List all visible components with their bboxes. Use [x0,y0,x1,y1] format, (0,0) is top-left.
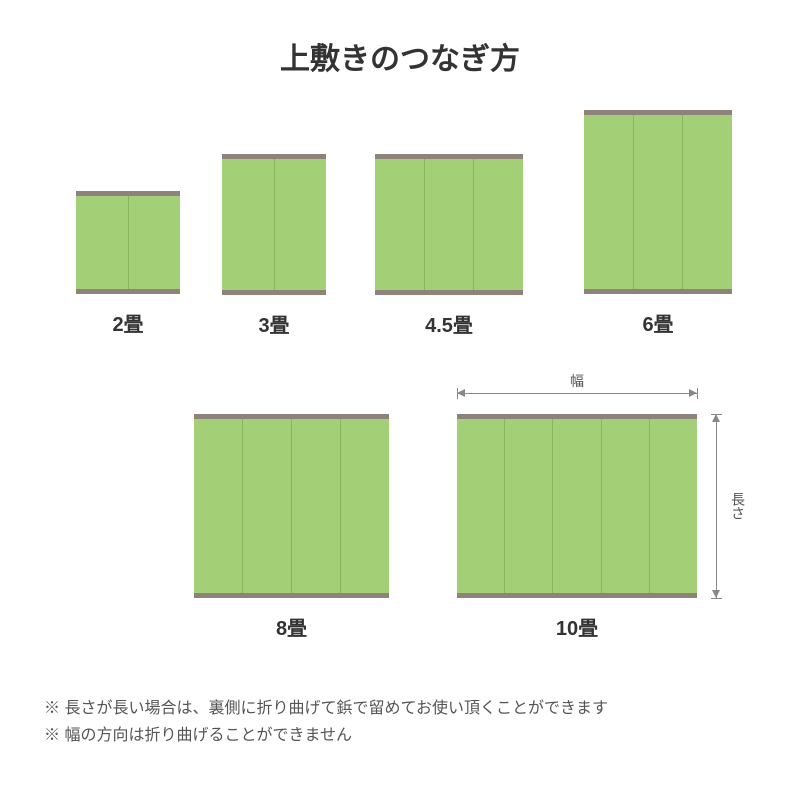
mat-m4_5 [375,154,523,295]
mat-body [222,159,326,290]
mat-body [194,419,389,593]
mat-panel [375,159,424,290]
mat-panel [504,419,552,593]
mat-body [76,196,180,289]
mat-panel [222,159,274,290]
notes: ※ 長さが長い場合は、裏側に折り曲げて鋲で留めてお使い頂くことができます※ 幅の… [44,695,608,749]
mat-body [457,419,697,593]
mat-border-bottom [222,290,326,295]
mat-panel [291,419,340,593]
mat-panel [457,419,504,593]
dim-width-arrow [457,389,465,397]
page-title: 上敷きのつなぎ方 [0,34,800,78]
dim-width-label: 幅 [570,371,584,391]
dim-height-label: 長さ [728,492,748,520]
mat-panel [424,159,474,290]
note-line-2: ※ 幅の方向は折り曲げることができません [44,722,608,749]
mat-panel [274,159,327,290]
mat-border-bottom [375,290,523,295]
mat-panel [242,419,291,593]
mat-m3 [222,154,326,295]
mat-panel [633,115,683,289]
mat-m10 [457,414,697,598]
mat-panel [340,419,389,593]
mat-label-m6: 6畳 [642,308,673,337]
mat-panel [194,419,242,593]
mat-m6 [584,110,732,294]
mat-m2 [76,191,180,294]
dim-height-arrow [712,590,720,598]
mat-panel [601,419,649,593]
mat-border-bottom [76,289,180,294]
dim-width-arrow [689,389,697,397]
mat-panel [682,115,732,289]
mat-panel [552,419,600,593]
mat-panel [76,196,128,289]
mat-panel [584,115,633,289]
mat-label-m4_5: 4.5畳 [425,309,473,338]
mat-panel [473,159,523,290]
mat-label-m3: 3畳 [258,309,289,338]
mat-panel [649,419,697,593]
mat-border-bottom [584,289,732,294]
mat-label-m2: 2畳 [112,308,143,337]
mat-label-m10: 10畳 [556,612,598,641]
mat-border-bottom [457,593,697,598]
dim-height-line [716,414,717,598]
mat-border-bottom [194,593,389,598]
mat-body [584,115,732,289]
mat-label-m8: 8畳 [276,612,307,641]
mat-body [375,159,523,290]
note-line-1: ※ 長さが長い場合は、裏側に折り曲げて鋲で留めてお使い頂くことができます [44,695,608,722]
mat-panel [128,196,181,289]
dim-height-arrow [712,414,720,422]
dim-width-line [457,393,697,394]
mat-m8 [194,414,389,598]
